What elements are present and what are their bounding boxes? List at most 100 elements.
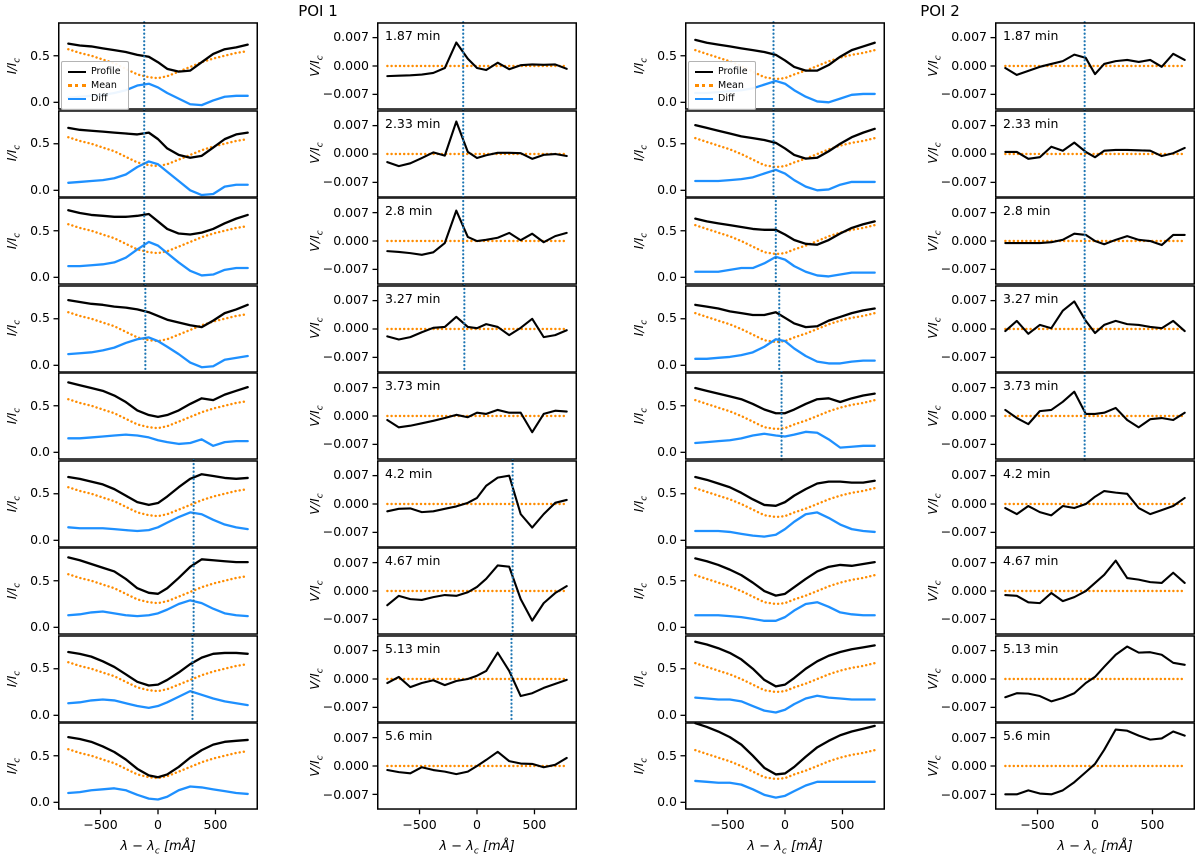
y-tick-label: 0.5: [657, 747, 677, 763]
y-axis-label-text: I/I: [4, 762, 19, 775]
y-tick-label: 0.5: [657, 310, 677, 326]
y-axis-label-subscript: c: [12, 320, 23, 326]
y-tick-label: −0.007: [940, 173, 987, 189]
stokes-v-line: [386, 315, 568, 341]
y-tick-label: −0.007: [940, 698, 987, 714]
time-label: 4.67 min: [1003, 554, 1058, 569]
y-axis-label: I/Ic: [631, 657, 650, 701]
legend: Profile Mean Diff: [688, 61, 756, 110]
profile-line: [67, 556, 249, 596]
x-axis-label: λ − λc [mÅ]: [397, 838, 557, 861]
diff-line-sample-icon: [68, 97, 86, 100]
y-tick-label: 0.007: [951, 467, 987, 483]
y-tick-label: 0.000: [333, 583, 369, 599]
y-axis-label-text: V/I: [307, 672, 322, 690]
y-axis-label-text: I/I: [4, 62, 19, 75]
y-axis-label-subscript: c: [933, 492, 944, 498]
panel-poi2-intensity-row7: [680, 547, 885, 636]
panel-poi1-intensity-row2: [53, 108, 258, 199]
x-axis-label-pre: λ − λ: [747, 838, 782, 854]
legend: Profile Mean Diff: [61, 61, 129, 110]
panel-poi2-intensity-row9: [680, 722, 885, 815]
y-axis-label: V/Ic: [925, 219, 944, 263]
panel-poi2-stokesv-row9: 5.6 min: [990, 722, 1195, 815]
y-axis-label: I/Ic: [631, 306, 650, 350]
y-axis-label-text: V/I: [307, 497, 322, 515]
y-tick-label: 0.000: [333, 320, 369, 336]
time-label: 5.13 min: [385, 641, 440, 656]
diff-line: [67, 240, 249, 277]
y-tick-label: 0.0: [30, 356, 50, 372]
y-axis-label-subscript: c: [315, 55, 326, 61]
y-axis-label-subscript: c: [933, 580, 944, 586]
profile-line: [67, 209, 249, 236]
y-axis-label-subscript: c: [12, 407, 23, 413]
y-tick-label: 0.0: [657, 444, 677, 460]
y-tick-label: −0.007: [322, 698, 369, 714]
stokes-v-line: [1004, 390, 1186, 429]
x-tick-label: 500: [830, 816, 855, 832]
x-axis-label-post: [mÅ]: [786, 838, 823, 854]
y-tick-label: 0.007: [333, 729, 369, 745]
y-axis-label-subscript: c: [315, 317, 326, 323]
y-tick-label: −0.007: [940, 86, 987, 102]
diff-line: [67, 159, 249, 196]
y-tick-label: 0.0: [30, 94, 50, 110]
legend-entry: Mean: [68, 79, 121, 93]
diff-line: [67, 335, 249, 369]
time-label: 3.73 min: [1003, 378, 1058, 393]
y-axis-label: V/Ic: [307, 569, 326, 613]
y-axis-label-subscript: c: [12, 670, 23, 676]
y-tick-label: 0.007: [951, 116, 987, 132]
y-axis-label-subscript: c: [639, 495, 650, 501]
y-tick-label: 0.5: [657, 397, 677, 413]
y-tick-label: 0.007: [333, 379, 369, 395]
stokes-v-line: [1004, 300, 1186, 335]
y-axis-label: I/Ic: [4, 44, 23, 88]
panel-poi1-stokesv-row1: 1.87 min: [372, 21, 577, 111]
y-tick-label: 0.0: [30, 444, 50, 460]
y-axis-label: I/Ic: [4, 306, 23, 350]
panel-poi1-intensity-row3: [53, 196, 258, 286]
y-tick-label: 0.0: [657, 531, 677, 547]
y-axis-label: V/Ic: [307, 306, 326, 350]
panel-poi1-stokesv-row5: 3.73 min: [372, 372, 577, 460]
y-axis-label: V/Ic: [925, 394, 944, 438]
y-tick-label: −0.007: [940, 786, 987, 802]
y-axis-label-text: V/I: [925, 322, 940, 340]
y-tick-label: 0.0: [30, 269, 50, 285]
profile-line: [694, 38, 876, 72]
profile-line: [694, 557, 876, 598]
y-axis-label-subscript: c: [639, 320, 650, 326]
stokes-v-line: [386, 564, 568, 622]
y-axis-label-text: V/I: [307, 410, 322, 427]
y-tick-label: 0.0: [657, 356, 677, 372]
y-tick-label: 0.0: [657, 181, 677, 197]
y-tick-label: 0.007: [951, 29, 987, 45]
y-tick-label: −0.007: [940, 348, 987, 364]
y-tick-label: −0.007: [322, 86, 369, 102]
y-tick-label: −0.007: [322, 786, 369, 802]
y-axis-label: I/Ic: [4, 219, 23, 263]
y-axis-label: I/Ic: [4, 744, 23, 788]
diff-line: [694, 430, 876, 449]
profile-line: [694, 387, 876, 415]
legend-entry: Profile: [695, 65, 748, 79]
y-tick-label: 0.007: [951, 379, 987, 395]
y-axis-label: V/Ic: [307, 394, 326, 438]
y-axis-label: V/Ic: [307, 219, 326, 263]
y-axis-label-text: V/I: [307, 322, 322, 340]
time-label: 2.8 min: [385, 203, 432, 218]
diff-line: [694, 780, 876, 800]
stokes-v-line: [1004, 645, 1186, 703]
y-axis-label-subscript: c: [315, 405, 326, 411]
profile-line: [67, 472, 249, 506]
y-axis-label-subscript: c: [639, 232, 650, 238]
y-tick-label: 0.000: [951, 758, 987, 774]
y-axis-label-text: V/I: [925, 60, 940, 77]
y-tick-label: 0.000: [951, 495, 987, 511]
diff-line: [67, 599, 249, 618]
y-axis-label-text: I/I: [631, 675, 646, 687]
time-label: 4.67 min: [385, 554, 440, 569]
